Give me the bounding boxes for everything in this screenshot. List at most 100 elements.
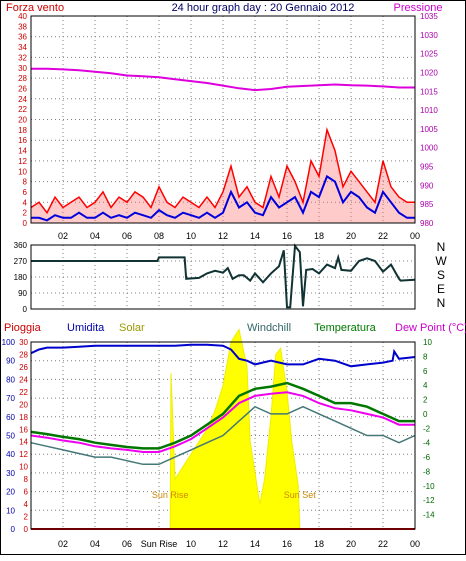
- solar-ytick-4: 8: [24, 475, 29, 484]
- wind-ytick-15: 30: [18, 64, 27, 73]
- humidity-ytick-3: 30: [6, 469, 15, 478]
- humidity-ytick-5: 50: [6, 432, 15, 441]
- compass-label-4: N: [437, 296, 446, 310]
- pressure-ytick-1: 985: [420, 200, 434, 209]
- humidity-ytick-2: 20: [6, 488, 15, 497]
- solar-ytick-1: 2: [24, 513, 29, 522]
- wind-direction-line: [31, 243, 416, 309]
- temp-ytick-9: 4: [423, 381, 428, 390]
- pressure-ytick-4: 1000: [420, 144, 438, 153]
- compass-label-3: E: [437, 282, 445, 296]
- temp-xtick-5: 12: [218, 539, 228, 549]
- compass-label-0: N: [437, 240, 446, 254]
- solar-ytick-2: 4: [24, 500, 29, 509]
- humidity-ytick-9: 90: [6, 357, 15, 366]
- wind-ytick-11: 22: [18, 105, 27, 114]
- humidity-ytick-10: 100: [2, 338, 16, 347]
- pressure-label: Pressione: [394, 2, 443, 14]
- wind-ytick-2: 4: [23, 198, 28, 207]
- solar-ytick-7: 14: [19, 438, 28, 447]
- direction-ytick-2: 90: [18, 289, 27, 298]
- temperature-humidity-panel: 0102030405060708090100024681012141618202…: [2, 328, 435, 549]
- solar-ytick-12: 24: [19, 375, 28, 384]
- legend-temperature: Temperatura: [314, 322, 377, 334]
- temp-xtick-11: 00: [410, 539, 420, 549]
- wind-xtick-7: 16: [282, 231, 292, 241]
- wind-xtick-6: 14: [250, 231, 260, 241]
- solar-area: [31, 328, 415, 530]
- wind-plot-area: [30, 15, 416, 224]
- humidity-line: [30, 343, 416, 368]
- compass-label-1: W: [435, 254, 447, 268]
- temp-ytick-3: -8: [423, 467, 431, 476]
- wind-xtick-9: 20: [346, 231, 356, 241]
- solar-ytick-13: 26: [19, 363, 28, 372]
- humidity-ytick-8: 80: [6, 375, 15, 384]
- wind-ytick-12: 24: [18, 95, 27, 104]
- wind-ytick-19: 38: [18, 22, 27, 31]
- solar-ytick-15: 30: [19, 338, 28, 347]
- wind-ytick-17: 34: [18, 43, 27, 52]
- wind-label: Forza vento: [6, 2, 64, 14]
- solar-ytick-11: 22: [19, 388, 28, 397]
- solar-ytick-8: 16: [19, 425, 28, 434]
- wind-ytick-10: 20: [18, 116, 27, 125]
- temp-xtick-2: 06: [122, 539, 132, 549]
- humidity-ytick-4: 40: [6, 450, 15, 459]
- temp-ytick-6: -2: [423, 424, 431, 433]
- direction-plot-area: [30, 244, 416, 310]
- wind-average-line: [31, 174, 415, 222]
- wind-ytick-0: 0: [23, 219, 28, 228]
- dewpoint-line: [30, 391, 415, 453]
- temp-ytick-12: 10: [423, 338, 432, 347]
- pressure-ytick-10: 1030: [420, 31, 438, 40]
- temp-ytick-11: 8: [423, 352, 428, 361]
- wind-pressure-panel: 0246810121416182022242628303234363840980…: [18, 12, 438, 241]
- legend-solar: Solar: [119, 322, 145, 334]
- temp-xtick-10: 22: [378, 539, 388, 549]
- wind-xtick-8: 18: [314, 231, 324, 241]
- wind-ytick-13: 26: [18, 84, 27, 93]
- wind-ytick-16: 32: [18, 53, 27, 62]
- humidity-ytick-1: 10: [6, 506, 15, 515]
- pressure-ytick-7: 1015: [420, 87, 438, 96]
- wind-xtick-2: 06: [122, 231, 132, 241]
- wind-ytick-9: 18: [18, 126, 27, 135]
- legend-rain: Pioggia: [4, 322, 42, 334]
- humidity-ytick-6: 60: [6, 413, 15, 422]
- wind-xtick-10: 22: [378, 231, 388, 241]
- wind-ytick-14: 28: [18, 74, 27, 83]
- wind-xtick-4: 10: [186, 231, 196, 241]
- humidity-ytick-0: 0: [11, 525, 16, 534]
- pressure-ytick-9: 1025: [420, 50, 438, 59]
- annotation-1: Sun Set: [284, 490, 317, 500]
- direction-ytick-0: 0: [23, 305, 28, 314]
- direction-ytick-4: 180: [14, 273, 28, 282]
- solar-ytick-3: 6: [24, 488, 29, 497]
- windchill-line: [30, 405, 416, 466]
- wind-ytick-5: 10: [18, 167, 27, 176]
- pressure-ytick-2: 990: [420, 181, 434, 190]
- temp-ytick-2: -10: [423, 482, 435, 491]
- pressure-ytick-8: 1020: [420, 68, 438, 77]
- wind-ytick-3: 6: [23, 188, 28, 197]
- wind-xtick-11: 00: [410, 231, 420, 241]
- temp-xtick-8: 18: [314, 539, 324, 549]
- solar-ytick-14: 28: [19, 350, 28, 359]
- temp-plot-area: [30, 341, 416, 530]
- pressure-ytick-3: 995: [420, 163, 434, 172]
- temp-xtick-0: 02: [58, 539, 68, 549]
- temp-ytick-4: -6: [423, 453, 431, 462]
- wind-xtick-5: 12: [218, 231, 228, 241]
- solar-ytick-6: 12: [19, 450, 28, 459]
- solar-ytick-9: 18: [19, 413, 28, 422]
- temp-ytick-10: 6: [423, 367, 428, 376]
- temp-ytick-0: -14: [423, 511, 435, 520]
- wind-ytick-18: 36: [18, 33, 27, 42]
- chart-title: 24 hour graph day : 20 Gennaio 2012: [172, 2, 355, 14]
- legend-windchill: Windchill: [247, 322, 291, 334]
- wind-gust-line: [30, 126, 415, 215]
- wind-ytick-6: 12: [18, 157, 27, 166]
- wind-gust-area: [31, 129, 415, 223]
